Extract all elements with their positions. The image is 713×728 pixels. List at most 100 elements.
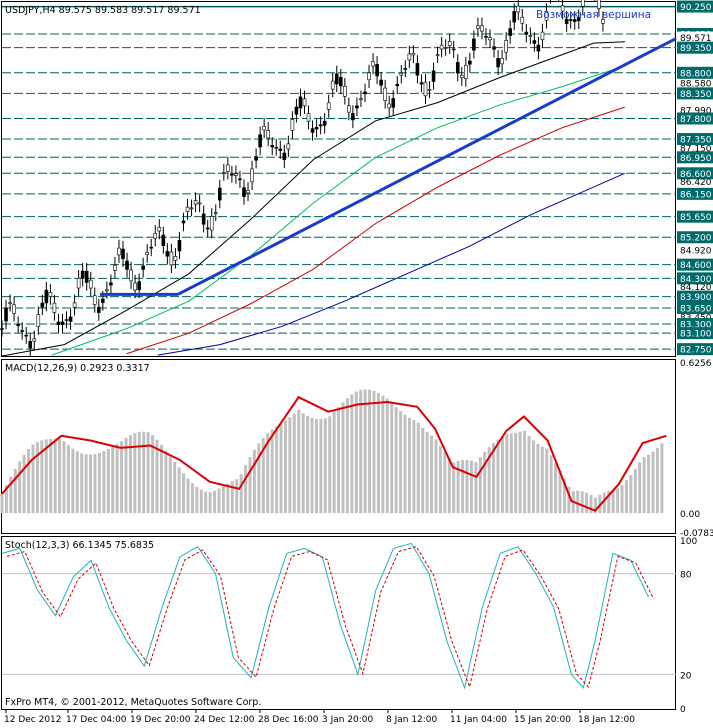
- candle-body: [330, 80, 335, 90]
- candle-body: [149, 246, 154, 249]
- macd-bar: [518, 431, 522, 514]
- price-label-text: 87.800: [680, 115, 712, 125]
- candle-body: [472, 38, 476, 51]
- candle-body: [326, 102, 331, 110]
- candle-body: [0, 328, 4, 330]
- candle-body: [201, 213, 206, 225]
- macd-bar: [4, 485, 8, 514]
- price-panel: [1, 1, 676, 357]
- candle-body: [84, 270, 89, 283]
- candle-body: [601, 19, 605, 24]
- macd-bar: [430, 435, 434, 514]
- macd-bar: [208, 492, 212, 514]
- candle-body: [419, 82, 424, 85]
- candle-body: [500, 58, 504, 65]
- candle-body: [20, 330, 24, 332]
- macd-bar: [337, 406, 341, 514]
- x-axis-label: 17 Dec 04:00: [66, 715, 127, 725]
- stoch-tick-label: 100: [680, 537, 697, 547]
- macd-bar: [133, 433, 137, 514]
- candle-body: [4, 307, 8, 322]
- macd-bar: [164, 450, 168, 514]
- macd-bar: [288, 417, 292, 514]
- candle-body: [193, 200, 198, 205]
- macd-bar: [319, 418, 323, 514]
- price-label-text: 88.580: [680, 79, 712, 89]
- candle-body: [177, 240, 182, 252]
- candle-body: [528, 35, 533, 37]
- candle-body: [72, 302, 77, 308]
- candle-body: [246, 190, 250, 194]
- macd-bar: [106, 448, 110, 514]
- candle-body: [185, 206, 190, 212]
- price-label-bg: [677, 327, 713, 340]
- macd-bar: [71, 448, 75, 514]
- macd-bar: [447, 457, 451, 514]
- candle-body: [298, 96, 303, 109]
- macd-bar: [195, 486, 199, 514]
- candle-body: [254, 156, 258, 161]
- macd-bar: [239, 474, 243, 514]
- macd-bar: [283, 420, 287, 514]
- macd-bar: [0, 493, 4, 514]
- price-label-bg: [677, 272, 713, 285]
- macd-bar: [562, 478, 566, 514]
- candle-body: [476, 25, 480, 29]
- candle-body: [468, 60, 472, 65]
- price-label-bg: [677, 41, 713, 54]
- price-label: 87.990: [680, 106, 712, 116]
- x-axis-label: 28 Dec 16:00: [258, 715, 319, 725]
- price-title: USDJPY,H4 89.575 89.583 89.517 89.571: [5, 5, 201, 16]
- candle-body: [496, 58, 500, 68]
- candle-body: [157, 227, 162, 232]
- candle-body: [488, 37, 492, 41]
- price-label: 84.120: [680, 283, 712, 293]
- price-label: 82.750: [677, 343, 713, 356]
- candle-body: [36, 314, 41, 327]
- macd-bar: [523, 430, 527, 514]
- candle-body: [576, 17, 581, 22]
- macd-bar: [452, 462, 456, 514]
- macd-bar: [540, 446, 544, 514]
- macd-bar: [620, 484, 624, 514]
- macd-bar: [434, 439, 438, 514]
- macd-bar: [93, 454, 97, 514]
- macd-bar: [75, 451, 79, 514]
- candle-body: [121, 248, 125, 259]
- candle-body: [435, 54, 440, 57]
- candle-body: [492, 46, 496, 50]
- macd-bar: [359, 389, 363, 514]
- macd-bar: [182, 473, 186, 514]
- candle-body: [96, 306, 101, 313]
- price-label: 85.650: [677, 210, 713, 223]
- macd-bar: [421, 427, 425, 514]
- price-label-bg: [677, 210, 713, 223]
- macd-bar: [394, 407, 398, 514]
- macd-bar: [514, 432, 518, 514]
- candle-body: [173, 256, 178, 261]
- candle-body: [60, 321, 65, 325]
- candle-body: [536, 44, 541, 52]
- macd-bar: [151, 435, 155, 514]
- price-label: 83.300: [677, 318, 713, 331]
- stoch-signal-line: [6, 546, 654, 689]
- macd-bar: [536, 443, 540, 514]
- candle-body: [165, 251, 170, 257]
- macd-bar: [549, 455, 553, 514]
- candle-body: [375, 64, 379, 77]
- candle-body: [580, 0, 585, 7]
- macd-bar: [235, 479, 239, 514]
- candle-body: [338, 76, 343, 87]
- macd-bar: [97, 452, 101, 514]
- candle-body: [153, 233, 158, 239]
- candle-body: [395, 83, 400, 87]
- price-label: 88.350: [677, 87, 713, 100]
- candle-body: [88, 279, 93, 289]
- candle-body: [32, 338, 37, 342]
- macd-bar: [624, 480, 628, 514]
- candle-body: [213, 212, 218, 214]
- macd-bar: [478, 457, 482, 514]
- macd-bar: [487, 447, 491, 514]
- candle-body: [387, 103, 391, 109]
- macd-bar: [66, 445, 70, 514]
